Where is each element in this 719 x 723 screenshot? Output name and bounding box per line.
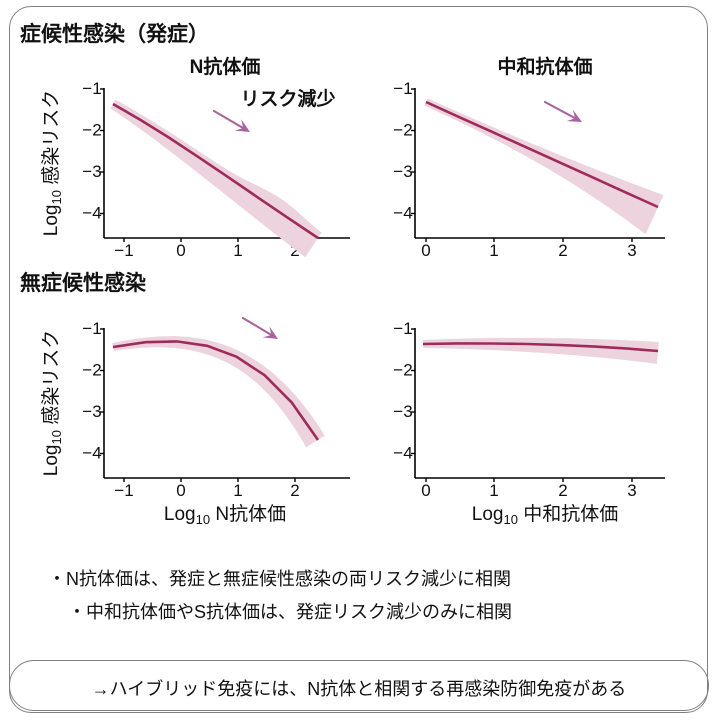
svg-text:−1: −1 bbox=[393, 319, 412, 338]
svg-text:−1: −1 bbox=[82, 319, 101, 338]
svg-text:中和抗体価: 中和抗体価 bbox=[497, 55, 592, 78]
svg-text:1: 1 bbox=[233, 481, 242, 500]
svg-text:−4: −4 bbox=[82, 204, 101, 223]
svg-text:リスク減少: リスク減少 bbox=[240, 87, 335, 110]
svg-text:−4: −4 bbox=[82, 444, 101, 463]
svg-text:−2: −2 bbox=[393, 121, 412, 140]
svg-text:0: 0 bbox=[421, 241, 430, 260]
svg-text:・N抗体価は、発症と無症候性感染の両リスク減少に相関: ・N抗体価は、発症と無症候性感染の両リスク減少に相関 bbox=[48, 569, 511, 589]
svg-text:−1: −1 bbox=[393, 79, 412, 98]
svg-text:2: 2 bbox=[290, 481, 299, 500]
svg-text:1: 1 bbox=[489, 481, 498, 500]
svg-text:0: 0 bbox=[176, 481, 185, 500]
svg-text:Log10 感染リスク: Log10 感染リスク bbox=[40, 90, 64, 236]
svg-text:−1: −1 bbox=[114, 241, 133, 260]
svg-text:−3: −3 bbox=[82, 402, 101, 421]
svg-text:1: 1 bbox=[489, 241, 498, 260]
svg-text:Log10 N抗体価: Log10 N抗体価 bbox=[164, 503, 286, 527]
svg-text:0: 0 bbox=[421, 481, 430, 500]
svg-text:1: 1 bbox=[233, 241, 242, 260]
svg-text:N抗体価: N抗体価 bbox=[190, 55, 261, 78]
svg-text:−2: −2 bbox=[82, 361, 101, 380]
svg-text:3: 3 bbox=[627, 481, 636, 500]
svg-text:Log10 感染リスク: Log10 感染リスク bbox=[40, 330, 64, 476]
svg-text:−2: −2 bbox=[393, 361, 412, 380]
svg-text:・中和抗体価やS抗体価は、発症リスク減少のみに相関: ・中和抗体価やS抗体価は、発症リスク減少のみに相関 bbox=[68, 602, 512, 622]
svg-text:−3: −3 bbox=[82, 162, 101, 181]
svg-text:−1: −1 bbox=[82, 79, 101, 98]
svg-text:−3: −3 bbox=[393, 402, 412, 421]
svg-text:−2: −2 bbox=[82, 121, 101, 140]
svg-text:2: 2 bbox=[558, 241, 567, 260]
svg-text:0: 0 bbox=[176, 241, 185, 260]
svg-text:2: 2 bbox=[558, 481, 567, 500]
svg-text:3: 3 bbox=[627, 241, 636, 260]
svg-text:Log10 中和抗体価: Log10 中和抗体価 bbox=[472, 503, 618, 527]
svg-text:−1: −1 bbox=[114, 481, 133, 500]
svg-text:−4: −4 bbox=[393, 444, 412, 463]
svg-text:−4: −4 bbox=[393, 204, 412, 223]
svg-text:−3: −3 bbox=[393, 162, 412, 181]
